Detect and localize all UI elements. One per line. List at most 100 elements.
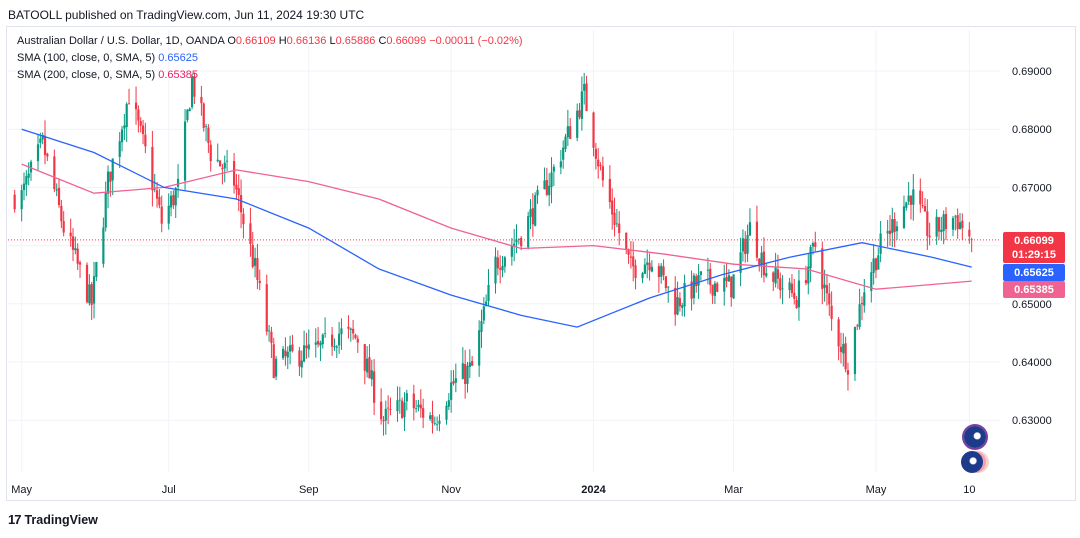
candle-body — [172, 195, 175, 206]
time-tick-label: Nov — [441, 484, 461, 496]
candle-body — [160, 206, 163, 224]
candle-body — [746, 235, 749, 254]
candle-body — [120, 129, 124, 143]
candle-body — [692, 275, 696, 299]
candle-body — [958, 222, 962, 230]
candle-body — [272, 344, 275, 378]
candle-body — [57, 187, 61, 206]
candle-body — [690, 281, 693, 299]
candle-body — [732, 274, 735, 299]
candle-body — [41, 134, 44, 140]
candle-body — [627, 249, 630, 255]
grid-lines — [8, 30, 1000, 472]
candle-body — [466, 365, 469, 384]
candle-body — [594, 148, 597, 159]
candle-body — [204, 126, 208, 128]
candle-body — [363, 344, 366, 371]
candle-body — [510, 246, 513, 257]
candle-body — [200, 96, 203, 104]
candle-body — [25, 176, 28, 185]
sma100-legend-row: SMA (100, close, 0, SMA, 5) 0.65625 — [17, 52, 198, 64]
candle-body — [856, 325, 859, 327]
candle-body — [613, 212, 616, 225]
candle-body — [723, 277, 726, 292]
candle-body — [382, 420, 385, 422]
candle-body — [515, 240, 518, 243]
candle-body — [471, 360, 474, 366]
candle-body — [760, 252, 763, 264]
candle-body — [499, 268, 502, 270]
sma200-line — [21, 163, 972, 290]
candle-body — [739, 252, 742, 273]
candle-body — [529, 209, 532, 217]
candle-body — [713, 283, 717, 296]
candle-body — [464, 364, 467, 385]
australia-flag-icon[interactable] — [961, 451, 983, 473]
candle-body — [347, 326, 350, 329]
candle-body — [291, 344, 294, 351]
candle-body — [207, 127, 210, 144]
candle-body — [650, 266, 653, 272]
candle-body — [36, 144, 40, 162]
candle-body — [88, 284, 91, 304]
candle-body — [239, 195, 243, 213]
candle-body — [888, 230, 892, 235]
candle-body — [127, 103, 131, 105]
candle-body — [709, 268, 712, 285]
chart-legend: Australian Dollar / U.S. Dollar, 1D, OAN… — [17, 33, 523, 84]
candle-body — [314, 342, 317, 345]
time-tick-label: May — [866, 484, 887, 496]
candle-body — [821, 248, 824, 289]
candle-body — [828, 293, 831, 305]
candle-body — [321, 334, 324, 345]
tradingview-logo-icon: 17 — [8, 512, 22, 527]
sma100-price-tag-text: 0.65625 — [1014, 267, 1054, 279]
candle-body — [480, 321, 483, 332]
candle-body — [71, 236, 75, 250]
candle-body — [60, 205, 63, 222]
candle-body — [809, 246, 812, 269]
candle-body — [74, 248, 77, 251]
candle-body — [55, 189, 58, 191]
candle-body — [842, 344, 845, 354]
candle-body — [879, 233, 882, 254]
candle-body — [559, 161, 562, 168]
tradingview-footer[interactable]: 17 TradingView — [8, 512, 98, 527]
candle-body — [646, 262, 649, 265]
candle-body — [223, 162, 226, 169]
candle-body — [716, 283, 719, 292]
candle-body — [303, 345, 306, 362]
candle-body — [286, 351, 289, 358]
publisher-line: BATOOLL published on TradingView.com, Ju… — [8, 8, 365, 22]
candle-body — [858, 304, 861, 328]
candle-body — [53, 156, 56, 190]
candle-body — [109, 171, 112, 182]
candle-body — [209, 144, 212, 162]
candle-body — [85, 264, 89, 303]
candle-body — [232, 161, 236, 186]
candle-body — [790, 283, 794, 294]
candle-body — [298, 350, 301, 367]
candle-body — [758, 258, 761, 265]
candle-body — [338, 333, 341, 346]
candle-body — [356, 338, 359, 343]
candle-body — [695, 276, 698, 287]
candle-body — [22, 183, 26, 190]
candle-body — [905, 202, 908, 208]
low-value: 0.65886 — [335, 35, 376, 47]
time-tick-label: Mar — [724, 484, 743, 496]
candle-body — [895, 226, 899, 232]
candle-body — [744, 238, 747, 255]
candle-body — [531, 208, 534, 225]
candle-body — [585, 83, 588, 112]
australia-flag-icon[interactable] — [964, 426, 986, 448]
candle-body — [188, 108, 191, 112]
candle-body — [935, 216, 938, 237]
candle-body — [597, 159, 600, 167]
candle-body — [853, 327, 857, 375]
candle-body — [317, 341, 320, 345]
price-tick-label: 0.64000 — [1012, 357, 1052, 369]
candle-body — [445, 405, 448, 420]
ohlc-row: Australian Dollar / U.S. Dollar, 1D, OAN… — [17, 35, 523, 47]
